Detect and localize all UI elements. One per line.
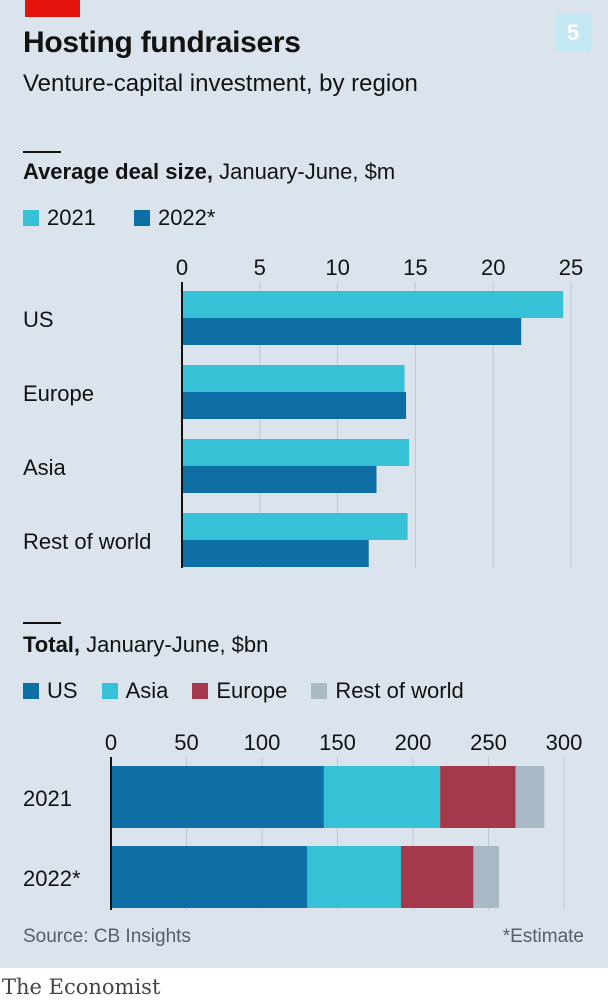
bar-asia-2021 (182, 439, 410, 466)
chart-svg: 0 5 10 15 20 25 US Europe Asia Rest of world 0 50 10… (23, 255, 583, 910)
legend-swatch (23, 210, 39, 226)
bar-asia-2022 (182, 466, 377, 493)
section1-subtitle: January-June, $m (219, 159, 396, 184)
x-tick-label: 200 (395, 730, 432, 755)
chart-subtitle: Venture-capital investment, by region (23, 70, 418, 97)
legend-label: US (47, 678, 78, 703)
bar-rest-of-world-2022 (182, 540, 369, 567)
section1-rule (23, 151, 61, 153)
legend-label: Asia (125, 678, 169, 703)
bar-us-2022 (182, 318, 522, 345)
estimate-note: *Estimate (502, 926, 584, 947)
legend-label: Rest of world (335, 678, 464, 703)
bar-europe-2021 (182, 365, 405, 392)
x-tick-label: 150 (319, 730, 356, 755)
stack-asia-2021 (323, 766, 441, 828)
stack-europe-2022 (400, 846, 474, 908)
legend-item-us: US (23, 678, 78, 704)
section2-title: Total, (23, 632, 81, 657)
category-label: Asia (23, 455, 67, 480)
stack-us-2021 (111, 766, 324, 828)
bar-rest-of-world-2021 (182, 513, 408, 540)
x-tick-label: 10 (325, 255, 349, 280)
section2-subtitle: January-June, $bn (86, 632, 269, 657)
section1-title: Average deal size, (23, 159, 213, 184)
legend-swatch (133, 210, 150, 226)
category-label: 2022* (23, 866, 81, 891)
brand-logo: The Economist (2, 975, 161, 999)
bar-europe-2022 (182, 392, 407, 419)
legend-swatch (192, 683, 209, 699)
x-tick-label: 50 (174, 730, 198, 755)
chart-title: Hosting fundraisers (23, 26, 301, 59)
x-tick-label: 25 (559, 255, 583, 280)
x-tick-label: 0 (105, 730, 117, 755)
legend-swatch (23, 683, 39, 699)
x-tick-label: 5 (254, 255, 266, 280)
legend-swatch (101, 683, 118, 699)
chart-panel: 5 Hosting fundraisers Venture-capital in… (0, 0, 608, 968)
category-label: 2021 (23, 786, 72, 811)
x-tick-label: 0 (176, 255, 188, 280)
section2-rule (23, 622, 61, 624)
stack-rest-of-world-2022 (473, 846, 500, 908)
stack-europe-2021 (440, 766, 516, 828)
section1-legend: 2021 2022* (23, 205, 253, 231)
section2-heading: Total, January-June, $bn (23, 632, 268, 658)
legend-item-2021: 2021 (23, 205, 96, 231)
x-tick-label: 300 (546, 730, 583, 755)
chart-number-badge: 5 (555, 14, 591, 52)
x-tick-label: 15 (403, 255, 427, 280)
stack-asia-2022 (307, 846, 401, 908)
legend-label: 2021 (47, 205, 96, 230)
legend-item-rest-of-world: Rest of world (311, 678, 464, 704)
stack-us-2022 (111, 846, 308, 908)
category-label: US (23, 307, 54, 332)
red-tag-decoration (25, 0, 80, 17)
section2-legend: US Asia Europe Rest of world (23, 678, 464, 704)
x-tick-label: 250 (470, 730, 507, 755)
legend-item-2022: 2022* (133, 205, 216, 231)
legend-label: 2022* (157, 205, 216, 230)
x-tick-label: 100 (244, 730, 281, 755)
bar-us-2021 (182, 291, 564, 318)
legend-label: Europe (216, 678, 288, 703)
source-note: Source: CB Insights (23, 926, 191, 947)
x-tick-label: 20 (481, 255, 505, 280)
category-label: Europe (23, 381, 94, 406)
stack-rest-of-world-2021 (515, 766, 545, 828)
section1-heading: Average deal size, January-June, $m (23, 159, 395, 185)
category-label: Rest of world (23, 529, 151, 554)
legend-item-europe: Europe (192, 678, 287, 704)
legend-item-asia: Asia (101, 678, 169, 704)
legend-swatch (311, 683, 328, 699)
